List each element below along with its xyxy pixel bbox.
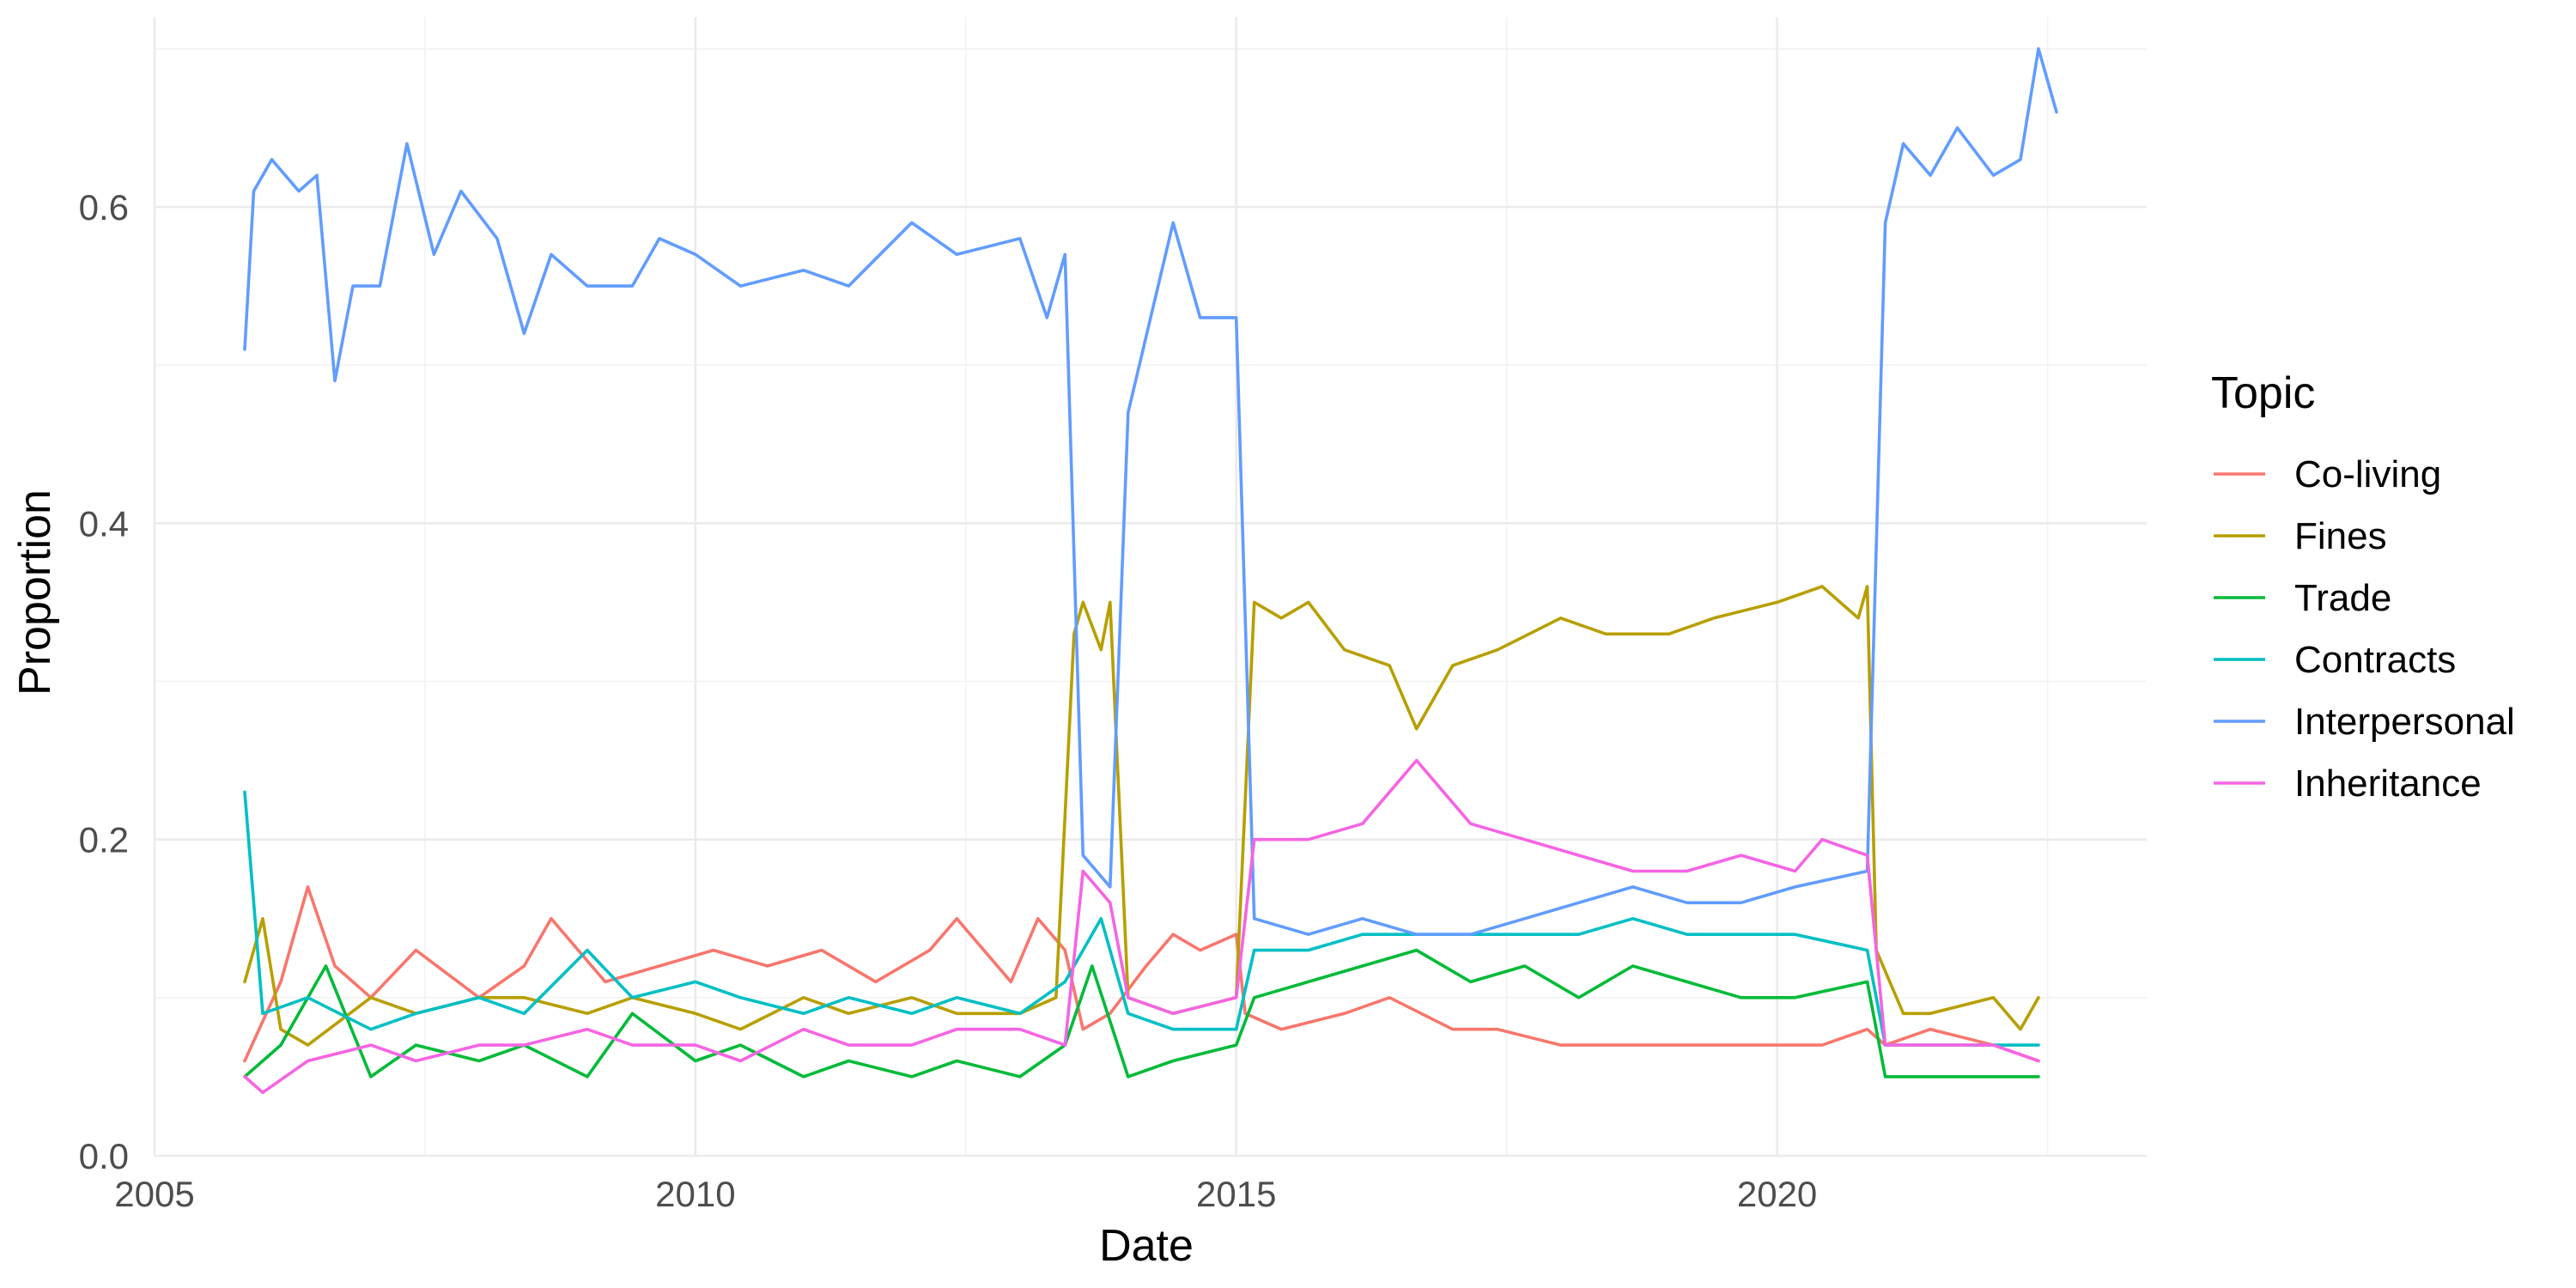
y-axis-title: Proportion <box>10 489 60 696</box>
y-axis-ticks: 0.0 0.2 0.4 0.6 <box>79 187 129 1176</box>
series-line-interpersonal <box>243 46 2058 936</box>
legend-label-contracts: Contracts <box>2294 639 2456 681</box>
series-line-contracts <box>243 790 2040 1047</box>
grid-lines <box>153 17 2147 1157</box>
series-lines <box>243 46 2058 1095</box>
series-line-co-living <box>243 885 2040 1063</box>
legend-label-trade: Trade <box>2294 577 2391 619</box>
legend: Topic Co-living Fines Trade Contracts Interp… <box>2211 368 2515 805</box>
x-tick-label: 2020 <box>1737 1174 1817 1214</box>
y-tick-label: 0.4 <box>79 503 129 544</box>
legend-label-co-living: Co-living <box>2294 453 2441 495</box>
x-tick-label: 2015 <box>1196 1174 1276 1214</box>
x-tick-label: 2010 <box>655 1174 735 1214</box>
legend-label-fines: Fines <box>2294 515 2387 557</box>
legend-title: Topic <box>2211 368 2315 418</box>
y-tick-label: 0.2 <box>79 820 129 860</box>
legend-label-interpersonal: Interpersonal <box>2294 701 2515 743</box>
y-tick-label: 0.6 <box>79 187 129 228</box>
series-line-inheritance <box>243 758 2040 1095</box>
legend-label-inheritance: Inheritance <box>2294 762 2482 805</box>
x-axis-title: Date <box>1099 1221 1194 1271</box>
x-axis-ticks: 2005 2010 2015 2020 <box>114 1174 1817 1214</box>
y-tick-label: 0.0 <box>79 1136 129 1176</box>
series-line-trade <box>243 948 2040 1078</box>
x-tick-label: 2005 <box>114 1174 194 1214</box>
series-line-fines <box>243 585 2040 1047</box>
